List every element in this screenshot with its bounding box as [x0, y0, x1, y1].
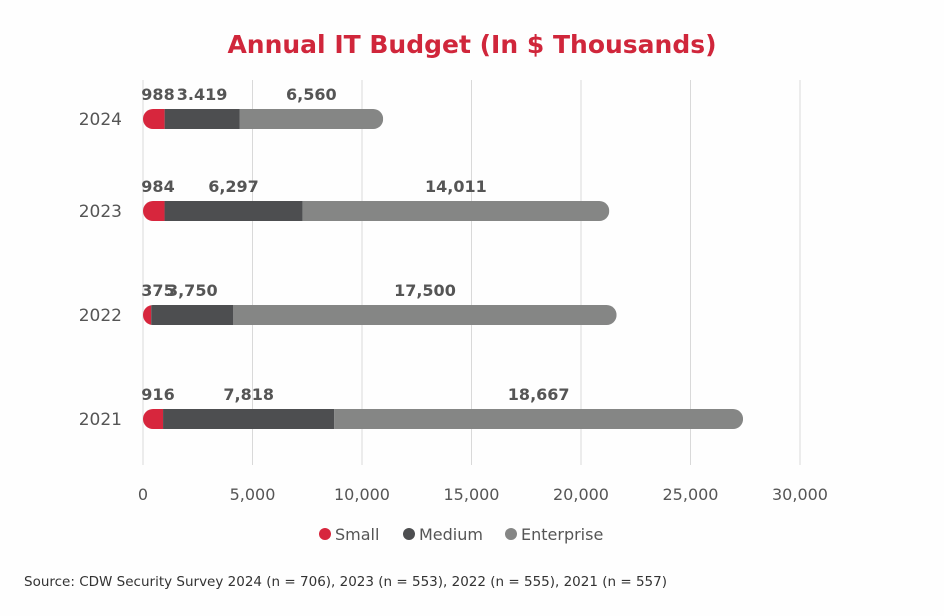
- y-category-label: 2021: [79, 410, 122, 430]
- bar-enterprise: [334, 409, 744, 429]
- legend-marker-small: [319, 528, 331, 540]
- x-tick-label: 20,000: [553, 485, 609, 504]
- bar-stack: [143, 305, 617, 325]
- bar-enterprise: [302, 201, 610, 221]
- legend-label: Enterprise: [521, 525, 603, 544]
- y-category-label: 2022: [79, 306, 122, 326]
- data-label: 3.419: [177, 85, 228, 104]
- source-note: Source: CDW Security Survey 2024 (n = 70…: [24, 574, 667, 590]
- data-label: 988: [141, 85, 174, 104]
- legend-marker-medium: [403, 528, 415, 540]
- y-category-label: 2023: [79, 202, 122, 222]
- bar-medium: [163, 409, 335, 429]
- chart-title: Annual IT Budget (In $ Thousands): [227, 30, 716, 59]
- bar-stack: [143, 201, 610, 221]
- bar-small: [143, 305, 152, 325]
- data-label: 3,750: [167, 281, 218, 300]
- x-tick-label: 30,000: [772, 485, 828, 504]
- x-axis: 0 5,000 10,000 15,000 20,000 25,000 30,000: [138, 485, 828, 504]
- bar-small: [143, 409, 164, 429]
- bar-enterprise: [239, 109, 384, 129]
- x-tick-label: 15,000: [444, 485, 500, 504]
- bars: 2024 988 3.419 6,560 2023 984 6,297 14,011 2022 3…: [79, 85, 744, 430]
- gridlines: [142, 80, 801, 465]
- bar-stack: [143, 109, 384, 129]
- bar-stack: [143, 409, 744, 429]
- legend-label: Small: [335, 525, 379, 544]
- bar-medium: [164, 109, 240, 129]
- x-tick-label: 10,000: [334, 485, 390, 504]
- data-label: 6,560: [286, 85, 337, 104]
- data-label: 17,500: [394, 281, 456, 300]
- data-label: 18,667: [508, 385, 570, 404]
- legend: Small Medium Enterprise: [319, 525, 603, 544]
- legend-marker-enterprise: [505, 528, 517, 540]
- bar-small: [143, 109, 165, 129]
- data-label: 375: [141, 281, 174, 300]
- data-label: 6,297: [208, 177, 259, 196]
- bar-medium: [151, 305, 234, 325]
- data-label: 14,011: [425, 177, 487, 196]
- data-label: 984: [141, 177, 174, 196]
- bar-medium: [164, 201, 303, 221]
- bar-enterprise: [233, 305, 617, 325]
- legend-label: Medium: [419, 525, 483, 544]
- y-category-label: 2024: [79, 110, 122, 130]
- x-tick-label: 25,000: [663, 485, 719, 504]
- data-label: 7,818: [223, 385, 274, 404]
- bar-small: [143, 201, 165, 221]
- x-tick-label: 5,000: [230, 485, 276, 504]
- data-label: 916: [141, 385, 174, 404]
- x-tick-label: 0: [138, 485, 148, 504]
